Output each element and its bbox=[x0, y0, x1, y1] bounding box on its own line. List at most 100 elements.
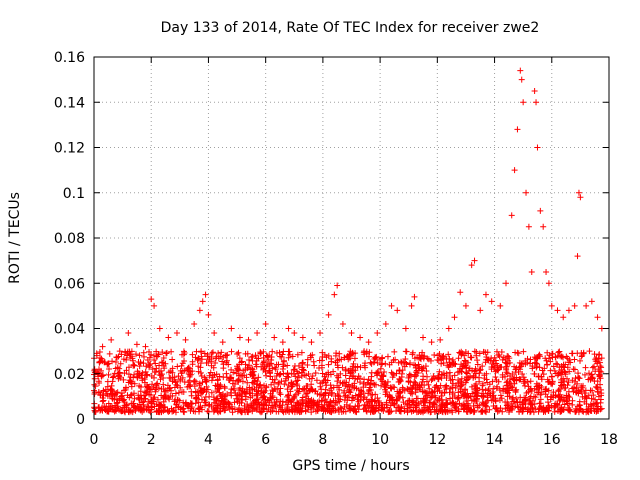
background-point bbox=[588, 402, 595, 409]
background-point bbox=[243, 386, 250, 393]
background-point bbox=[519, 370, 526, 377]
background-point bbox=[372, 355, 379, 362]
background-point bbox=[416, 386, 423, 393]
background-point bbox=[436, 350, 443, 357]
background-point bbox=[397, 407, 404, 414]
background-point bbox=[399, 394, 406, 401]
background-point bbox=[213, 371, 220, 378]
background-point bbox=[191, 383, 198, 390]
data-point bbox=[348, 330, 355, 337]
data-point bbox=[583, 302, 590, 309]
data-point bbox=[537, 207, 544, 214]
background-point bbox=[438, 375, 445, 382]
background-point bbox=[574, 403, 581, 410]
background-point bbox=[522, 404, 529, 411]
background-point bbox=[277, 391, 284, 398]
background-point bbox=[456, 368, 463, 375]
data-point bbox=[437, 336, 444, 343]
data-point bbox=[497, 302, 504, 309]
background-point bbox=[333, 350, 340, 357]
background-point bbox=[403, 348, 410, 355]
background-point bbox=[354, 363, 361, 370]
background-point bbox=[486, 406, 493, 413]
background-point bbox=[123, 356, 130, 363]
background-point bbox=[428, 377, 435, 384]
background-point bbox=[418, 365, 425, 372]
background-point bbox=[583, 409, 590, 416]
background-point bbox=[101, 359, 108, 366]
background-point bbox=[479, 363, 486, 370]
background-point bbox=[252, 352, 259, 359]
background-point bbox=[169, 378, 176, 385]
background-point bbox=[295, 374, 302, 381]
background-point bbox=[455, 394, 462, 401]
background-point bbox=[294, 351, 301, 358]
background-point bbox=[338, 409, 345, 416]
background-point bbox=[386, 408, 393, 415]
background-point bbox=[461, 405, 468, 412]
data-point bbox=[451, 314, 458, 321]
background-point bbox=[292, 378, 299, 385]
background-point bbox=[221, 385, 228, 392]
background-point bbox=[598, 355, 605, 362]
background-point bbox=[156, 368, 163, 375]
background-point bbox=[312, 388, 319, 395]
background-point bbox=[284, 386, 291, 393]
background-point bbox=[289, 383, 296, 390]
background-point bbox=[129, 357, 136, 364]
data-point bbox=[462, 302, 469, 309]
background-point bbox=[168, 405, 175, 412]
background-point bbox=[212, 359, 219, 366]
background-point bbox=[450, 380, 457, 387]
background-point bbox=[174, 396, 181, 403]
background-point bbox=[91, 405, 98, 412]
background-point bbox=[483, 403, 490, 410]
background-point bbox=[391, 348, 398, 355]
background-point bbox=[233, 395, 240, 402]
background-point bbox=[269, 365, 276, 372]
background-point bbox=[588, 395, 595, 402]
background-point bbox=[255, 374, 262, 381]
background-point bbox=[337, 370, 344, 377]
data-point bbox=[285, 325, 292, 332]
background-point bbox=[363, 350, 370, 357]
background-point bbox=[517, 394, 524, 401]
background-point bbox=[163, 350, 170, 357]
background-point bbox=[520, 348, 527, 355]
background-point bbox=[445, 364, 452, 371]
background-point bbox=[259, 361, 266, 368]
background-point bbox=[321, 351, 328, 358]
background-point bbox=[273, 399, 280, 406]
background-point bbox=[469, 390, 476, 397]
background-point bbox=[256, 382, 263, 389]
background-point bbox=[383, 389, 390, 396]
y-axis-ticks: 0 0.02 0.04 0.06 0.08 0.1 0.12 0.14 0.16 bbox=[54, 50, 609, 428]
background-point bbox=[488, 355, 495, 362]
background-point bbox=[383, 399, 390, 406]
background-point bbox=[214, 407, 221, 414]
background-point bbox=[467, 406, 474, 413]
background-point bbox=[413, 409, 420, 416]
background-point bbox=[239, 393, 246, 400]
background-point bbox=[473, 348, 480, 355]
data-point bbox=[575, 189, 582, 196]
background-point bbox=[417, 398, 424, 405]
background-point bbox=[153, 382, 160, 389]
x-tick-label: 18 bbox=[600, 432, 618, 448]
background-point bbox=[195, 355, 202, 362]
y-tick-label: 0.12 bbox=[54, 141, 85, 157]
background-point bbox=[544, 361, 551, 368]
background-point bbox=[545, 399, 552, 406]
data-point bbox=[518, 76, 525, 83]
background-point bbox=[404, 407, 411, 414]
background-point bbox=[444, 408, 451, 415]
background-point bbox=[474, 384, 481, 391]
data-point bbox=[445, 325, 452, 332]
background-point bbox=[424, 355, 431, 362]
background-point bbox=[449, 389, 456, 396]
background-point bbox=[456, 349, 463, 356]
background-point bbox=[148, 400, 155, 407]
data-point bbox=[125, 330, 132, 337]
background-point bbox=[377, 365, 384, 372]
